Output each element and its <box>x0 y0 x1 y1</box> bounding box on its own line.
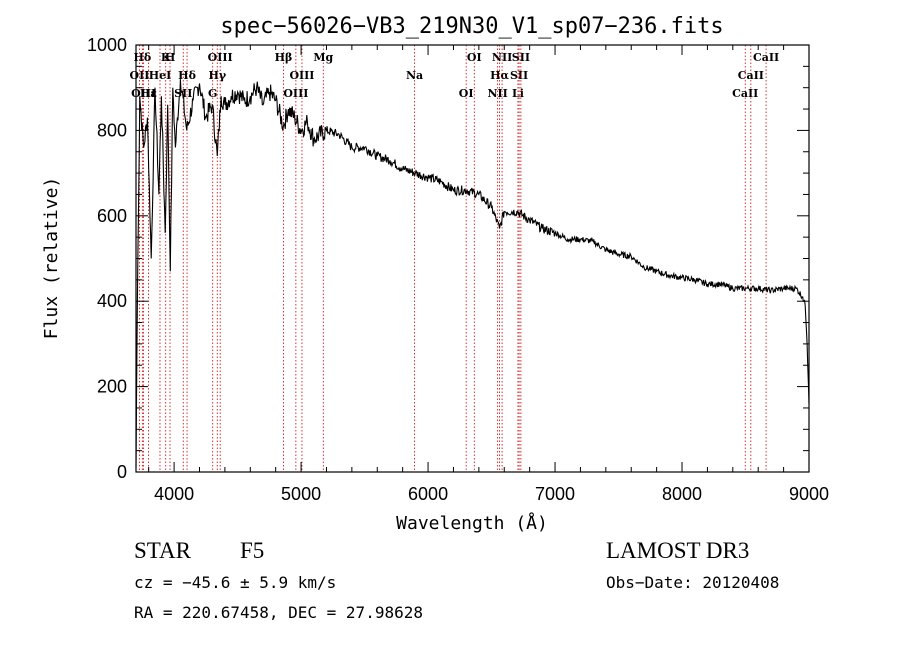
marker-label: K <box>161 51 171 64</box>
x-axis-label: Wavelength (Å) <box>396 512 548 534</box>
marker-label: Hε <box>140 87 157 100</box>
x-tick-label: 7000 <box>535 484 575 504</box>
x-tick-label: 6000 <box>408 484 448 504</box>
y-tick-label: 200 <box>97 377 127 397</box>
marker-label: SII <box>174 87 192 100</box>
marker-label: OI <box>467 51 482 64</box>
marker-label: OIII <box>131 87 156 100</box>
survey-name: LAMOST DR3 <box>606 538 750 563</box>
x-axis: 4000 5000 6000 7000 8000 9000 <box>135 45 829 504</box>
plot-frame <box>135 44 810 473</box>
x-tick-label: 8000 <box>662 484 702 504</box>
chart-title: spec−56026−VB3_219N30_V1_sp07−236.fits <box>220 14 723 39</box>
marker-label: Li <box>512 87 524 100</box>
marker-label: Hγ <box>208 69 226 82</box>
redshift-velocity: cz = −45.6 ± 5.9 km/s <box>134 573 337 592</box>
x-tick-label: 4000 <box>154 484 194 504</box>
object-subclass: F5 <box>240 538 265 563</box>
emission-line-markers: HδOIIOIIIKHeIHεHHδSIIOIIIHγGHβOIIIOIIIMg… <box>129 45 779 472</box>
x-tick-label: 5000 <box>281 484 321 504</box>
marker-label: OIII <box>289 69 314 82</box>
y-tick-label: 0 <box>117 462 127 482</box>
marker-label: OIII <box>208 51 233 64</box>
marker-label: CaII <box>732 87 758 100</box>
marker-label: NII <box>492 51 512 64</box>
marker-label: OII <box>129 69 149 82</box>
marker-label: Hα <box>490 69 509 82</box>
marker-label: HeI <box>149 69 172 82</box>
marker-label: Mg <box>313 51 333 64</box>
marker-label: CaII <box>738 69 764 82</box>
spectrum-line <box>135 79 810 468</box>
coordinates: RA = 220.67458, DEC = 27.98628 <box>134 603 423 622</box>
y-axis-label: Flux (relative) <box>41 177 62 340</box>
y-tick-label: 400 <box>97 291 127 311</box>
object-class: STAR <box>134 538 191 563</box>
y-tick-label: 600 <box>97 206 127 226</box>
y-tick-label: 1000 <box>87 35 127 55</box>
marker-label: SII <box>512 51 530 64</box>
marker-label: OI <box>459 87 474 100</box>
marker-label: SII <box>510 69 528 82</box>
marker-label: Na <box>406 69 423 82</box>
marker-label: NII <box>487 87 507 100</box>
observation-date: Obs−Date: 20120408 <box>606 573 780 592</box>
x-tick-label: 9000 <box>789 484 829 504</box>
marker-label: Hδ <box>133 51 151 64</box>
y-tick-label: 800 <box>97 120 127 140</box>
spectrum-chart: spec−56026−VB3_219N30_V1_sp07−236.fits H… <box>41 14 829 534</box>
y-axis: 0 200 400 600 800 1000 <box>87 35 809 482</box>
marker-label: OIII <box>283 87 308 100</box>
marker-label: CaII <box>753 51 779 64</box>
marker-label: Hδ <box>178 69 196 82</box>
marker-label: Hβ <box>275 51 293 64</box>
marker-label: G <box>208 87 217 100</box>
marker-label: H <box>165 51 175 64</box>
